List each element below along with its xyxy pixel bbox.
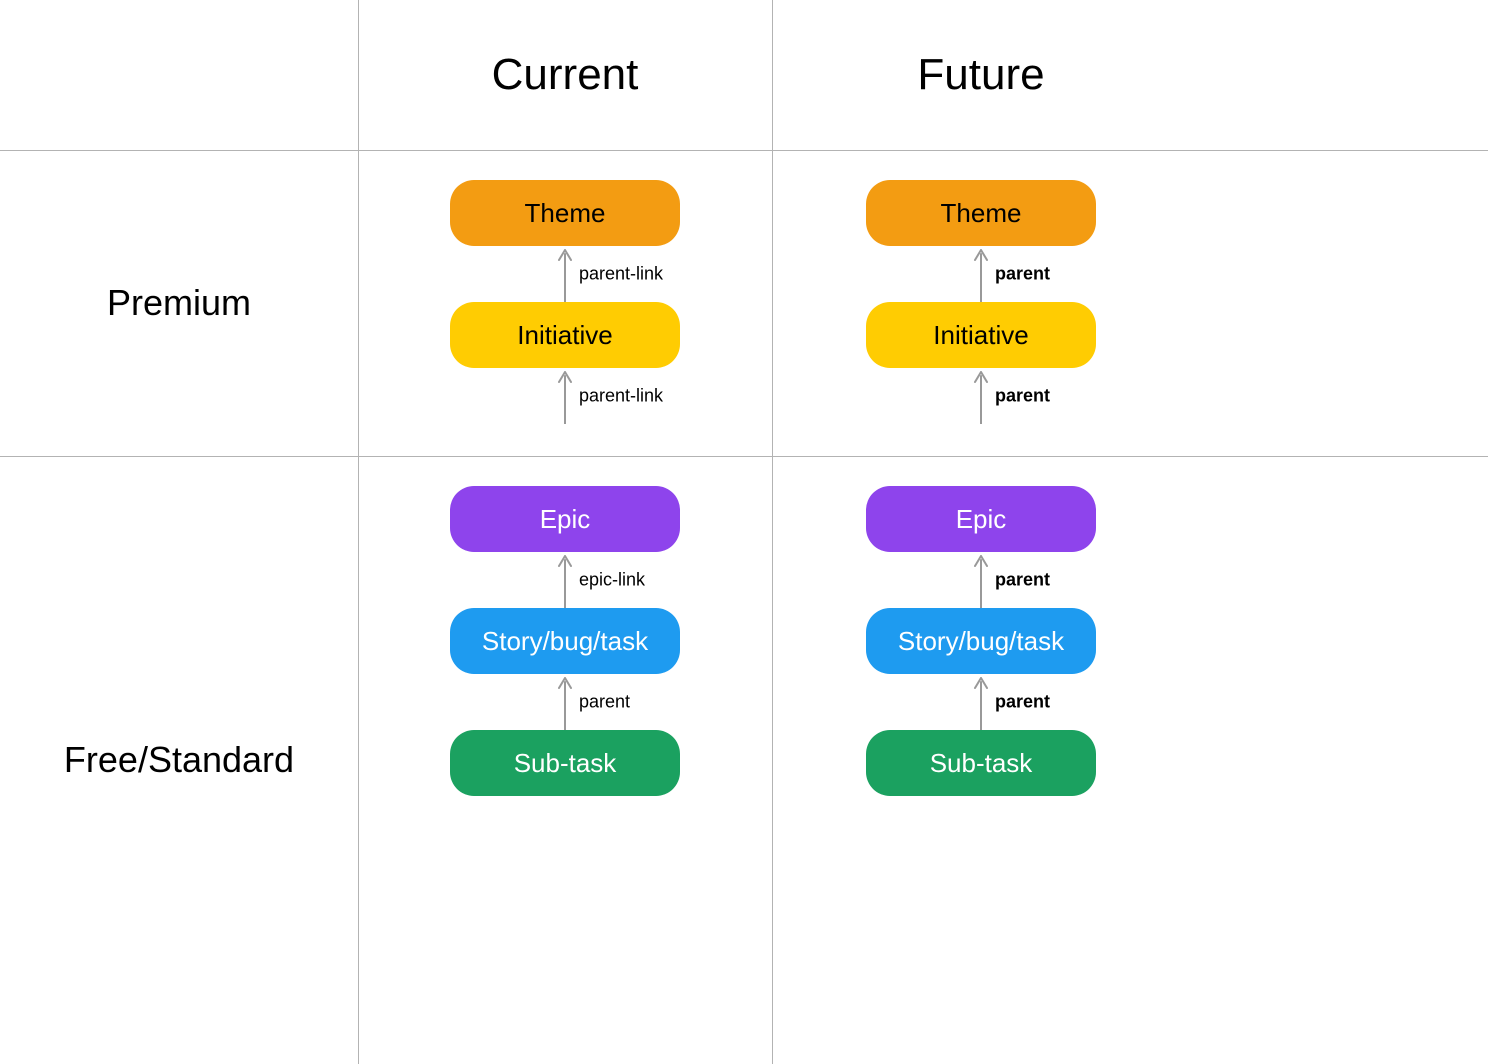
node-subtask: Sub-task	[866, 730, 1096, 796]
node-story: Story/bug/task	[450, 608, 680, 674]
link-label: parent	[579, 692, 630, 713]
node-theme: Theme	[866, 180, 1096, 246]
link-label: parent	[995, 264, 1050, 285]
row-header-premium: Premium	[107, 282, 251, 324]
arrow-up-icon	[971, 246, 991, 302]
arrow-up-icon	[971, 368, 991, 424]
arrow-up-icon	[555, 368, 575, 424]
column-header-future: Future	[917, 50, 1044, 100]
connector: epic-link	[555, 552, 575, 608]
node-epic: Epic	[866, 486, 1096, 552]
link-label: parent-link	[579, 264, 663, 285]
connector: parent	[971, 674, 991, 730]
node-theme: Theme	[450, 180, 680, 246]
link-label: parent	[995, 692, 1050, 713]
row-header-free: Free/Standard	[64, 739, 294, 781]
connector: parent-link	[555, 368, 575, 424]
connector: parent	[555, 674, 575, 730]
column-header-current: Current	[492, 50, 639, 100]
node-initiative: Initiative	[866, 302, 1096, 368]
node-subtask: Sub-task	[450, 730, 680, 796]
arrow-up-icon	[555, 552, 575, 608]
arrow-up-icon	[971, 674, 991, 730]
comparison-grid: Current Future Premium Theme parent-link…	[0, 0, 1488, 1064]
connector: parent	[971, 246, 991, 302]
node-initiative: Initiative	[450, 302, 680, 368]
connector: parent	[971, 552, 991, 608]
cell-free-future: Epic parent Story/bug/task parent Sub-ta…	[772, 456, 1190, 1064]
node-epic: Epic	[450, 486, 680, 552]
cell-premium-future: Theme parent Initiative parent	[772, 150, 1190, 456]
node-story: Story/bug/task	[866, 608, 1096, 674]
arrow-up-icon	[555, 674, 575, 730]
connector: parent	[971, 368, 991, 424]
arrow-up-icon	[971, 552, 991, 608]
connector: parent-link	[555, 246, 575, 302]
cell-free-current: Epic epic-link Story/bug/task parent Sub…	[358, 456, 772, 1064]
link-label: epic-link	[579, 570, 645, 591]
link-label: parent-link	[579, 386, 663, 407]
arrow-up-icon	[555, 246, 575, 302]
cell-premium-current: Theme parent-link Initiative parent-link	[358, 150, 772, 456]
link-label: parent	[995, 570, 1050, 591]
link-label: parent	[995, 386, 1050, 407]
